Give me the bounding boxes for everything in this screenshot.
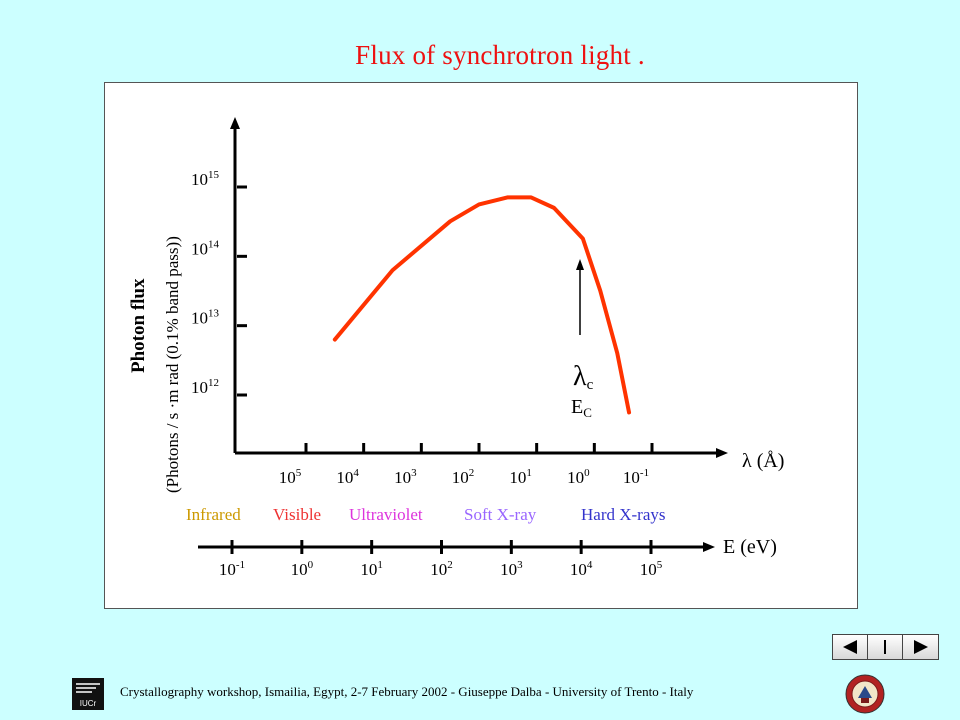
energy-tick-label: 104 [570,559,593,579]
first-slide-button[interactable] [833,635,868,659]
region-label: Infrared [186,505,241,524]
divider-icon [884,640,886,654]
x-tick-label-wavelength: 104 [336,467,359,487]
critical-arrow-head [576,259,584,270]
region-label: Visible [273,505,321,524]
y-axis-arrow [230,117,240,129]
x-axis-arrow [716,448,728,458]
region-label: Hard X-rays [581,505,666,524]
lambda-c-label: λc [573,361,594,393]
iucr-logo: IUCr [72,678,104,710]
next-slide-icon [913,640,928,654]
energy-tick-label: 102 [430,559,453,579]
x-axis-label-energy: E (eV) [723,536,777,558]
x-tick-label-wavelength: 102 [452,467,475,487]
first-slide-icon [843,640,857,654]
y-axis-sublabel: (Photons / s ·m rad (0.1% band pass)) [163,236,182,493]
pause-button[interactable] [868,635,903,659]
energy-tick-label: 100 [291,559,314,579]
x-tick-label-wavelength: 100 [567,467,590,487]
university-seal-icon [845,674,885,714]
y-tick-label: 1014 [191,238,220,258]
flux-curve [332,195,632,415]
energy-tick-label: 101 [360,559,383,579]
y-tick-label: 1015 [191,169,220,189]
region-label: Ultraviolet [349,505,423,524]
slide-title: Flux of synchrotron light . [355,40,645,70]
x-tick-label-wavelength: 105 [279,467,302,487]
chart-panel: 1012 1013 1014 1015 105 104 103 102 101 100 10-1 λ … [104,82,858,609]
x-axis-label-wavelength: λ (Å) [742,450,784,472]
iucr-logo-text: IUCr [80,699,97,708]
energy-tick-label: 105 [640,559,663,579]
energy-tick-label: 103 [500,559,523,579]
x-tick-label-wavelength: 103 [394,467,417,487]
y-tick-label: 1012 [191,377,219,397]
y-axis-label: Photon flux [128,278,149,373]
x-tick-label-wavelength: 10-1 [623,467,649,487]
slide-navigation [832,634,939,660]
x-tick-label-wavelength: 101 [509,467,531,487]
energy-axis-arrow [703,542,715,552]
energy-tick-label: 10-1 [219,559,245,579]
footer-text: Crystallography workshop, Ismailia, Egyp… [120,684,694,699]
e-c-label: EC [571,396,592,420]
region-label: Soft X-ray [464,505,537,524]
chart-svg: 1012 1013 1014 1015 105 104 103 102 101 100 10-1 λ … [128,117,784,579]
next-slide-button[interactable] [903,635,938,659]
y-tick-label: 1013 [191,308,220,328]
